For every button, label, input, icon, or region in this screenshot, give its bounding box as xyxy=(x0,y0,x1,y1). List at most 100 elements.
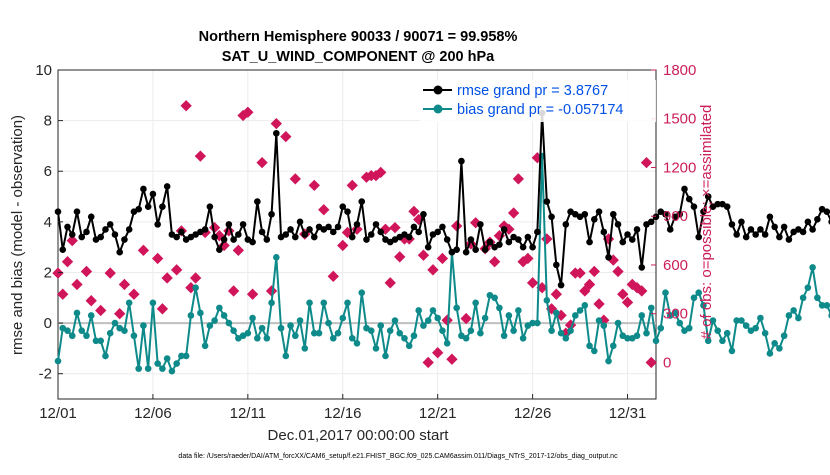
rmse-point xyxy=(685,195,693,203)
obs-count-marker xyxy=(389,221,401,234)
bias-point xyxy=(562,334,570,342)
bias-point xyxy=(325,319,332,327)
bias-point xyxy=(372,345,380,352)
rmse-point xyxy=(515,236,522,243)
rmse-point xyxy=(524,233,532,241)
rmse-point xyxy=(140,185,147,193)
rmse-point xyxy=(329,228,337,236)
bias-point xyxy=(320,299,328,307)
rmse-point xyxy=(339,203,347,210)
bias-point xyxy=(467,327,475,334)
rmse-point xyxy=(462,248,470,256)
rmse-point xyxy=(254,198,261,205)
obs-count-marker xyxy=(270,117,282,130)
rmse-point xyxy=(780,223,788,231)
obs-count-marker xyxy=(541,233,553,245)
x-tick-label: 12/11 xyxy=(230,405,266,422)
bias-point xyxy=(752,324,759,332)
bias-point xyxy=(230,327,237,334)
rmse-point xyxy=(809,226,816,233)
y-tick-label: 2 xyxy=(44,264,52,281)
rmse-point xyxy=(771,223,778,231)
left-y-axis: -2 0 2 4 6 8 10 xyxy=(35,62,63,383)
bias-point xyxy=(273,253,280,261)
bias-point xyxy=(809,264,816,271)
bias-point xyxy=(329,334,337,342)
bias-point xyxy=(149,299,157,307)
y-tick-label: 4 xyxy=(44,214,52,231)
bias-point xyxy=(130,332,138,340)
obs-count-marker xyxy=(640,156,653,169)
rmse-point xyxy=(163,183,171,190)
obs-count-marker xyxy=(161,272,173,284)
bias-point xyxy=(785,312,793,319)
rmse-point xyxy=(453,246,460,253)
obs-count-marker xyxy=(265,285,278,297)
rmse-point xyxy=(410,223,418,231)
rmse-point xyxy=(344,208,351,216)
rmse-point xyxy=(823,208,830,216)
bias-point xyxy=(453,304,460,312)
bias-point xyxy=(78,327,86,334)
obs-count-marker xyxy=(194,150,207,162)
obs-count-marker xyxy=(85,295,97,307)
rmse-point xyxy=(477,221,484,228)
rmse-point xyxy=(472,246,479,253)
bias-point xyxy=(125,299,133,307)
obs-count-marker xyxy=(246,288,259,300)
obs-count-marker xyxy=(612,265,624,278)
legend-bias-marker xyxy=(433,104,443,114)
bias-point xyxy=(609,342,617,350)
rmse-point xyxy=(553,261,560,269)
bias-point xyxy=(192,284,199,291)
x-axis-label: Dec.01,2017 00:00:00 start xyxy=(268,427,450,444)
rmse-point xyxy=(68,231,76,238)
rmse-point xyxy=(268,210,275,218)
rmse-point xyxy=(377,228,385,236)
bias-point xyxy=(581,302,589,309)
bias-point xyxy=(738,317,745,324)
bias-point xyxy=(434,314,441,322)
bias-point xyxy=(572,312,579,319)
rmse-point xyxy=(614,221,622,228)
bias-point xyxy=(87,312,95,319)
x-tick-label: 12/31 xyxy=(609,405,647,422)
rmse-point xyxy=(301,231,309,238)
bias-point xyxy=(491,294,498,302)
rmse-point xyxy=(557,281,565,289)
bias-point xyxy=(292,332,299,340)
bias-point xyxy=(73,309,81,317)
bias-point xyxy=(54,357,62,365)
bias-point xyxy=(358,289,366,297)
bias-point xyxy=(310,329,318,337)
x-tick-label: 12/06 xyxy=(134,405,172,422)
obs-count-marker xyxy=(432,347,444,359)
obs-count-marker xyxy=(446,353,458,365)
bias-point xyxy=(605,357,612,365)
rmse-point xyxy=(358,198,366,205)
obs-count-marker xyxy=(180,100,192,112)
bias-point xyxy=(685,324,693,332)
rmse-point xyxy=(581,210,589,218)
rmse-point xyxy=(742,233,750,241)
bias-point xyxy=(472,299,479,307)
bias-point xyxy=(201,342,209,350)
bias-point xyxy=(306,299,313,307)
bias-point xyxy=(505,312,513,319)
obs-count-marker xyxy=(308,179,320,192)
bias-point xyxy=(315,329,323,337)
bias-point xyxy=(268,299,275,307)
bias-point xyxy=(206,322,214,329)
bias-point xyxy=(757,314,764,322)
y-tick-label: 10 xyxy=(35,62,52,79)
rmse-point xyxy=(619,238,627,246)
bias-point xyxy=(154,360,161,367)
rmse-point xyxy=(747,226,755,233)
bias-point xyxy=(733,317,740,324)
bias-point xyxy=(211,317,218,324)
rmse-point xyxy=(548,213,555,221)
bias-point xyxy=(102,352,109,360)
y-tick-label: 6 xyxy=(44,163,52,180)
rmse-point xyxy=(519,243,527,251)
bias-point xyxy=(600,322,608,329)
